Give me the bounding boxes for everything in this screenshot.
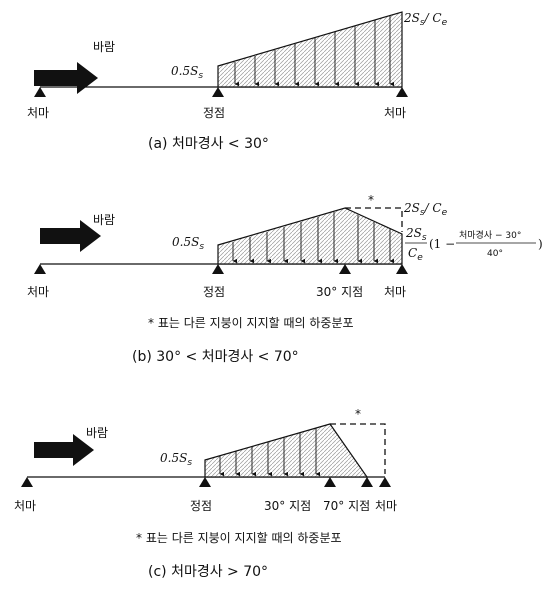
- svg-text:2Ss: 2Ss: [405, 226, 427, 243]
- caption-a: (a) 처마경사 < 30°: [148, 136, 269, 152]
- svg-text:처마경사 − 30°: 처마경사 − 30°: [459, 229, 521, 241]
- ridge-label: 정점: [190, 499, 212, 513]
- support-70: [361, 477, 373, 487]
- load-area: [204, 423, 369, 478]
- panel-c: 바람 * 처마 정점 30° 지점 70° 지점 처마 0.5Ss * 표는: [14, 407, 397, 580]
- wind-label: 바람: [86, 426, 108, 440]
- left-eave-label: 처마: [27, 285, 49, 299]
- support-right: [379, 477, 391, 487]
- panel-a: 바람 처마 정점 처마 0.5Ss 2Ss/ Ce (a) 처마경사 < 30°: [27, 11, 448, 152]
- caption-b: (b) 30° < 처마경사 < 70°: [132, 349, 299, 365]
- support-right: [396, 264, 408, 274]
- support-right: [396, 87, 408, 97]
- ridge-label: 정점: [203, 285, 225, 299]
- note-b: * 표는 다른 지붕이 지지할 때의 하중분포: [148, 316, 354, 330]
- load-arrows: [234, 16, 395, 87]
- support-ridge: [212, 264, 224, 274]
- support-ridge: [199, 477, 211, 487]
- right-eave-label: 처마: [375, 499, 397, 513]
- load-arrows: [219, 428, 321, 477]
- panel-b: 바람 * 처마 정점 30° 지점 처마 0.5Ss: [27, 193, 543, 365]
- svg-text:2Ss/ Ce: 2Ss/ Ce: [403, 201, 448, 218]
- wind-arrow: [40, 220, 101, 252]
- load-area: [217, 207, 403, 265]
- reduced-load-formula: 2Ss Ce (1 − 처마경사 − 30° 40° ): [405, 226, 543, 263]
- svg-text:0.5Ss: 0.5Ss: [171, 64, 203, 81]
- svg-text:Ce: Ce: [408, 246, 423, 263]
- left-eave-label: 처마: [27, 106, 49, 120]
- low-load-label: 0.5Ss: [171, 64, 203, 81]
- svg-text:2Ss/ Ce: 2Ss/ Ce: [403, 11, 448, 28]
- support-ridge: [212, 87, 224, 97]
- note-c: * 표는 다른 지붕이 지지할 때의 하중분포: [136, 531, 342, 545]
- support-left: [21, 477, 33, 487]
- ridge-label: 정점: [203, 106, 225, 120]
- high-load-label: 2Ss/ Ce: [403, 11, 448, 28]
- low-load-label: 0.5Ss: [160, 451, 192, 468]
- star-mark: *: [355, 407, 361, 421]
- dashed-extension: [345, 207, 403, 232]
- point-70-label: 70° 지점: [323, 499, 370, 513]
- low-load-label: 0.5Ss: [172, 235, 204, 252]
- support-30: [339, 264, 351, 274]
- point-30-label: 30° 지점: [316, 285, 363, 299]
- support-left: [34, 87, 46, 97]
- svg-text:): ): [538, 237, 543, 251]
- right-eave-label: 처마: [384, 106, 406, 120]
- high-load-label: 2Ss/ Ce: [403, 201, 448, 218]
- load-area: [217, 11, 403, 88]
- load-arrows: [232, 212, 395, 264]
- point-30-label: 30° 지점: [264, 499, 311, 513]
- svg-text:0.5Ss: 0.5Ss: [172, 235, 204, 252]
- left-eave-label: 처마: [14, 499, 36, 513]
- right-eave-label: 처마: [384, 285, 406, 299]
- support-30: [324, 477, 336, 487]
- star-mark: *: [368, 193, 374, 207]
- wind-arrow: [34, 62, 98, 94]
- wind-label: 바람: [93, 213, 115, 227]
- dashed-extension: [330, 423, 386, 474]
- support-left: [34, 264, 46, 274]
- svg-text:40°: 40°: [487, 249, 503, 259]
- caption-c: (c) 처마경사 > 70°: [148, 564, 268, 580]
- wind-arrow: [34, 434, 94, 466]
- wind-label: 바람: [93, 40, 115, 54]
- svg-text:0.5Ss: 0.5Ss: [160, 451, 192, 468]
- svg-text:(1 −: (1 −: [429, 237, 455, 251]
